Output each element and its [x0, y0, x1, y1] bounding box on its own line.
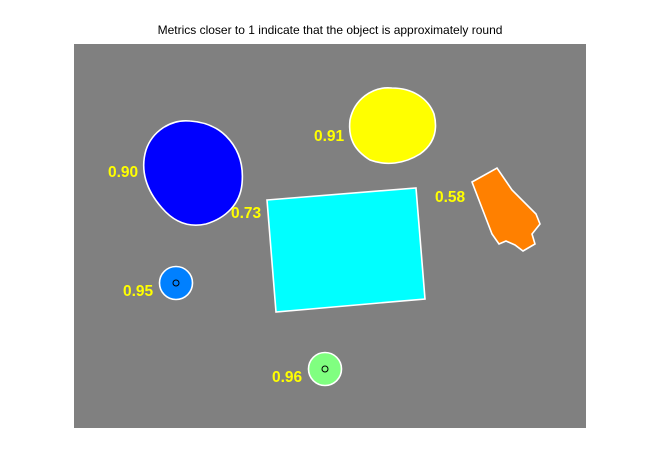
- centroid-marker: [321, 365, 329, 373]
- metric-label-orange-pen-cap: 0.58: [435, 189, 466, 206]
- image-axes: 0.90 0.91 0.73 0.58 0.95 0.96: [74, 44, 586, 428]
- metric-label-cyan-rectangle: 0.73: [231, 205, 262, 222]
- centroid-marker: [172, 279, 180, 287]
- metric-label-dark-blue-blob: 0.90: [108, 164, 138, 181]
- figure-title: Metrics closer to 1 indicate that the ob…: [157, 23, 503, 37]
- object-blue-circle: [158, 265, 194, 301]
- metric-label-yellow-blob: 0.91: [314, 128, 345, 145]
- object-orange-pen-cap: [471, 166, 541, 252]
- metric-label-blue-circle: 0.95: [123, 283, 154, 300]
- object-dark-blue-blob: [142, 120, 244, 226]
- object-cyan-rectangle: [266, 187, 426, 313]
- object-green-circle: [307, 351, 343, 387]
- metric-label-green-circle: 0.96: [272, 369, 303, 386]
- object-yellow-blob: [348, 87, 437, 165]
